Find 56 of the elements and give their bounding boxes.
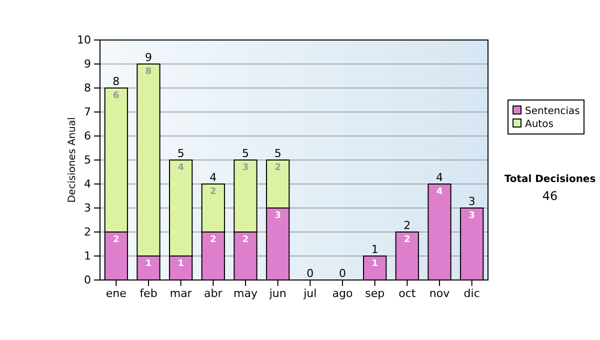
- y-tick-label: 9: [84, 58, 91, 71]
- data-label: 2: [210, 187, 216, 197]
- x-tick-label: dic: [464, 286, 480, 300]
- data-label: 4: [436, 187, 443, 197]
- total-label: 2: [404, 219, 411, 232]
- x-tick-label: nov: [429, 286, 450, 300]
- x-tick-label: may: [234, 286, 258, 300]
- data-label: 6: [113, 91, 120, 101]
- text: 46: [542, 189, 558, 203]
- x-tick-label: mar: [170, 286, 192, 300]
- y-axis-title: Decisiones Anual: [67, 117, 78, 203]
- data-label: 2: [113, 235, 120, 245]
- x-tick-label: jul: [302, 286, 317, 300]
- data-label: 2: [274, 163, 281, 173]
- text: Total Decisiones: [504, 174, 596, 185]
- legend-label: Autos: [525, 119, 554, 130]
- data-label: 3: [242, 163, 249, 173]
- y-tick-label: 6: [84, 130, 91, 143]
- data-label: 8: [145, 67, 152, 77]
- y-tick-label: 5: [84, 154, 91, 167]
- y-tick-label: 1: [84, 250, 91, 263]
- y-tick-label: 2: [84, 226, 91, 239]
- total-label: 8: [112, 75, 120, 88]
- data-label: 1: [372, 259, 378, 269]
- legend-label: Sentencias: [525, 106, 580, 117]
- total-label: 4: [210, 171, 217, 184]
- y-tick-label: 0: [84, 274, 91, 287]
- data-label: 4: [178, 163, 184, 173]
- total-label: 3: [468, 195, 476, 208]
- total-label: 5: [274, 147, 282, 160]
- y-tick-label: 4: [84, 178, 91, 191]
- x-tick-label: jun: [268, 286, 286, 300]
- data-label: 3: [468, 211, 475, 221]
- data-label: 3: [274, 211, 281, 221]
- data-label: 2: [242, 235, 249, 245]
- data-label: 2: [210, 235, 216, 245]
- total-label: 9: [145, 51, 152, 64]
- total-label: 0: [306, 267, 314, 280]
- y-tick-label: 8: [84, 82, 91, 95]
- total-label: 5: [177, 147, 184, 160]
- x-tick-label: oct: [398, 286, 416, 300]
- total-label: 1: [371, 243, 378, 256]
- data-label: 2: [404, 235, 410, 245]
- total-label: 0: [339, 267, 346, 280]
- x-tick-label: ago: [332, 286, 353, 300]
- data-label: 1: [178, 259, 184, 269]
- data-label: 1: [145, 259, 152, 269]
- x-tick-label: ene: [106, 286, 127, 300]
- total-label: 5: [242, 147, 249, 160]
- y-tick-label: 7: [84, 106, 91, 119]
- x-tick-label: abr: [204, 286, 223, 300]
- y-tick-label: 3: [84, 202, 91, 215]
- x-tick-label: feb: [140, 286, 158, 300]
- total-label: 4: [436, 171, 443, 184]
- x-tick-label: sep: [365, 286, 385, 300]
- y-tick-label: 10: [77, 34, 91, 47]
